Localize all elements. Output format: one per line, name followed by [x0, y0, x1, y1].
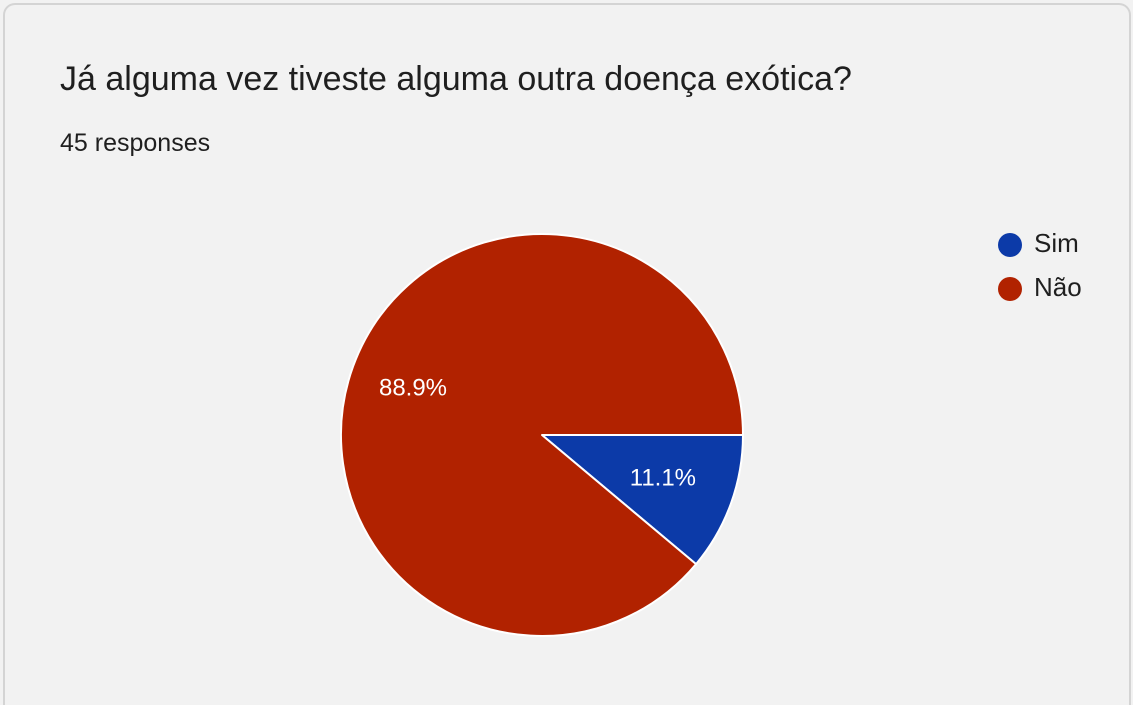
legend-label-1: Não — [1034, 272, 1082, 302]
pie-data-labels: 11.1% 88.9% — [379, 374, 696, 491]
pie-slice-nao[interactable] — [340, 233, 744, 638]
chart-legend: Sim Não — [998, 228, 1082, 302]
legend-label-0: Sim — [1034, 228, 1079, 258]
question-title: Já alguma vez tiveste alguma outra doenç… — [60, 60, 852, 98]
legend-swatch-0 — [998, 233, 1022, 257]
data-label-0: 11.1% — [630, 464, 696, 491]
data-label-1: 88.9% — [379, 374, 447, 401]
legend-swatch-1 — [998, 277, 1022, 301]
pie-slices — [340, 233, 744, 638]
response-count: 45 responses — [60, 129, 211, 157]
pie-slice-sim[interactable] — [541, 434, 744, 566]
